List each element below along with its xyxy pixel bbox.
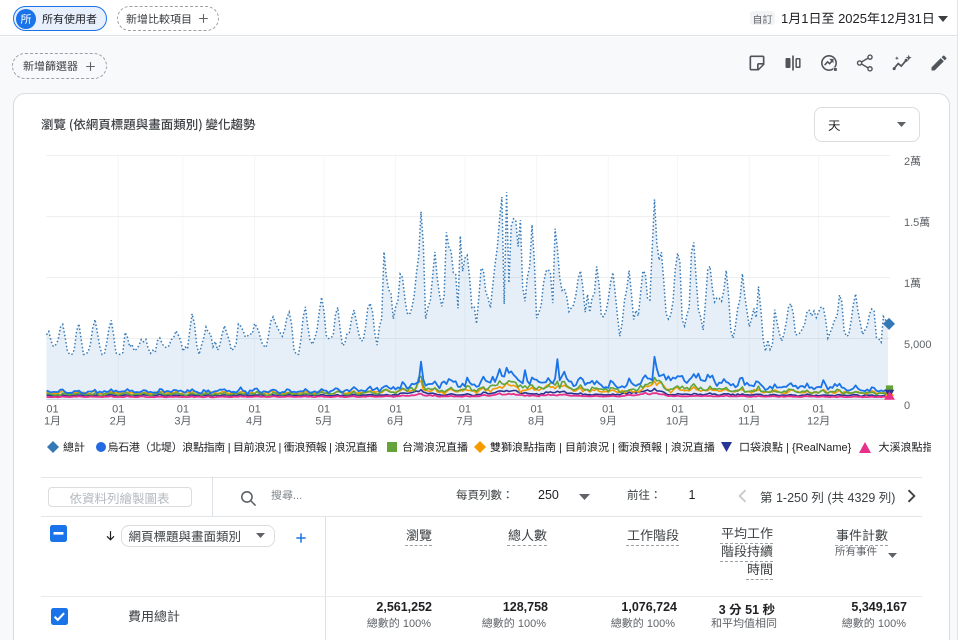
- svg-text:01: 01: [318, 404, 330, 416]
- svg-text:01: 01: [389, 404, 401, 416]
- svg-text:6月: 6月: [387, 416, 404, 428]
- svg-text:12月: 12月: [807, 416, 830, 428]
- svg-text:8月: 8月: [528, 416, 545, 428]
- svg-text:01: 01: [602, 404, 614, 416]
- svg-text:2萬: 2萬: [904, 155, 921, 168]
- svg-text:1.5萬: 1.5萬: [904, 216, 930, 229]
- svg-text:7月: 7月: [456, 416, 473, 428]
- svg-text:01: 01: [46, 404, 58, 416]
- svg-text:10月: 10月: [666, 416, 689, 428]
- svg-text:01: 01: [671, 404, 683, 416]
- svg-text:01: 01: [743, 404, 755, 416]
- svg-text:11月: 11月: [738, 416, 760, 428]
- svg-text:01: 01: [459, 404, 471, 416]
- svg-text:01: 01: [112, 404, 124, 416]
- svg-text:01: 01: [812, 404, 824, 416]
- svg-text:01: 01: [177, 404, 189, 416]
- svg-text:01: 01: [530, 404, 542, 416]
- svg-text:5月: 5月: [315, 416, 332, 428]
- svg-text:01: 01: [248, 404, 260, 416]
- svg-text:3月: 3月: [174, 416, 191, 428]
- svg-text:9月: 9月: [600, 416, 617, 428]
- svg-text:0: 0: [904, 400, 910, 412]
- svg-text:4月: 4月: [246, 416, 263, 428]
- svg-text:2月: 2月: [110, 416, 127, 428]
- svg-text:5,000: 5,000: [904, 339, 932, 351]
- svg-text:1月: 1月: [44, 416, 61, 428]
- svg-text:1萬: 1萬: [904, 277, 921, 290]
